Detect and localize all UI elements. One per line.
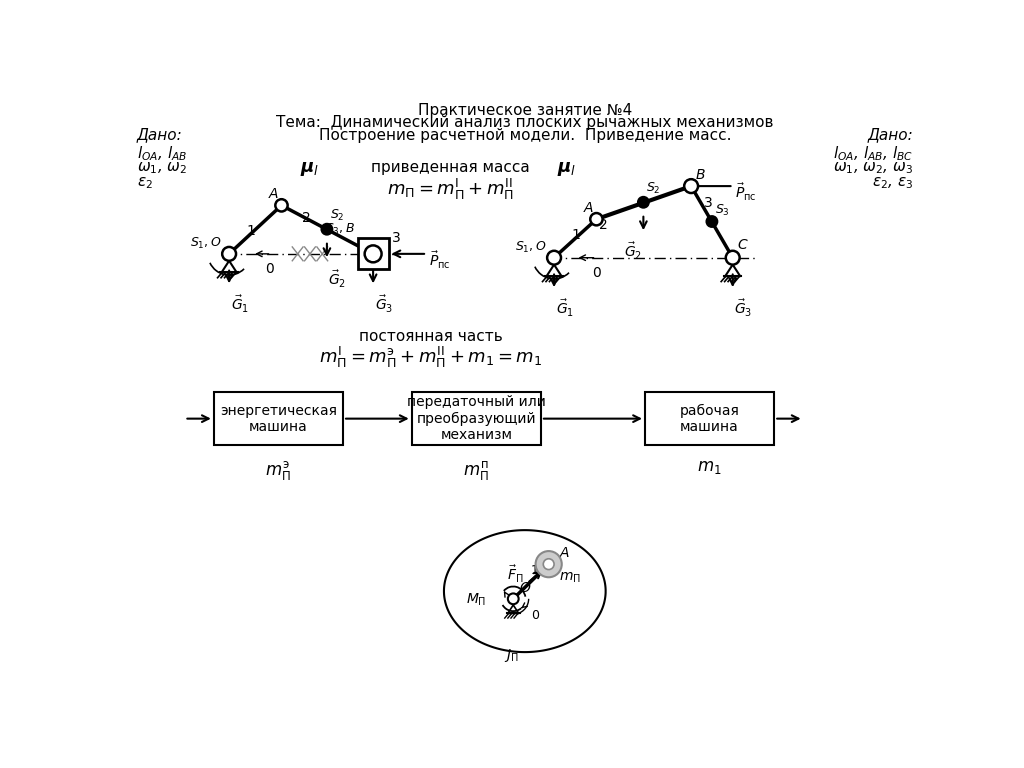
Circle shape (590, 213, 602, 225)
Circle shape (508, 594, 518, 604)
Circle shape (222, 247, 237, 261)
Circle shape (275, 199, 288, 211)
Text: $\vec{G}_1$: $\vec{G}_1$ (230, 294, 249, 315)
Circle shape (726, 251, 739, 265)
Text: 2: 2 (599, 218, 607, 233)
Text: 0: 0 (592, 266, 601, 280)
Text: $\vec{G}_3$: $\vec{G}_3$ (375, 294, 393, 315)
Text: $m_\Pi = m_\Pi^\mathrm{I} + m_\Pi^\mathrm{II}$: $m_\Pi = m_\Pi^\mathrm{I} + m_\Pi^\mathr… (387, 177, 514, 202)
Text: Построение расчетной модели.  Приведение масс.: Построение расчетной модели. Приведение … (318, 127, 731, 143)
Bar (645, 392, 774, 445)
Bar (357, 238, 388, 270)
Text: $l_{OA}$, $l_{AB}$, $l_{BC}$: $l_{OA}$, $l_{AB}$, $l_{BC}$ (833, 144, 912, 164)
Circle shape (322, 223, 333, 234)
Text: $S_1,O$: $S_1,O$ (189, 236, 221, 251)
Text: $\vec{P}_{\text{пс}}$: $\vec{P}_{\text{пс}}$ (735, 182, 757, 204)
Text: 0: 0 (265, 262, 273, 276)
Text: $S_2$: $S_2$ (646, 181, 660, 196)
Text: $m_\Pi^\mathrm{I} = m_\Pi^\mathrm{э} + m_\Pi^\mathrm{II} + m_1 = m_1$: $m_\Pi^\mathrm{I} = m_\Pi^\mathrm{э} + m… (319, 345, 543, 370)
Text: $l_{OA}$, $l_{AB}$: $l_{OA}$, $l_{AB}$ (137, 144, 187, 164)
Text: $\varepsilon_2$: $\varepsilon_2$ (137, 175, 153, 191)
Text: $\varepsilon_2$, $\varepsilon_3$: $\varepsilon_2$, $\varepsilon_3$ (871, 175, 912, 191)
Text: $S_2$: $S_2$ (330, 208, 344, 223)
Text: 1: 1 (571, 227, 580, 242)
Text: $\vec{P}_{\text{пс}}$: $\vec{P}_{\text{пс}}$ (429, 250, 451, 271)
Text: $A$: $A$ (559, 546, 570, 561)
Circle shape (707, 216, 717, 227)
Circle shape (365, 246, 382, 263)
Text: 3: 3 (392, 231, 400, 246)
Text: постоянная часть: постоянная часть (359, 329, 503, 344)
Text: $J_\Pi$: $J_\Pi$ (504, 647, 518, 664)
Text: 2: 2 (302, 211, 310, 226)
Text: $m_1$: $m_1$ (697, 458, 722, 475)
Text: 1: 1 (246, 223, 255, 238)
Text: 1: 1 (531, 564, 539, 578)
Text: $S_1,O$: $S_1,O$ (515, 240, 547, 255)
Text: $m_\Pi^\mathrm{п}$: $m_\Pi^\mathrm{п}$ (464, 458, 489, 482)
Text: энергетическая
машина: энергетическая машина (220, 403, 337, 434)
Text: Практическое занятие №4: Практическое занятие №4 (418, 103, 632, 118)
Text: передаточный или
преобразующий
механизм: передаточный или преобразующий механизм (407, 396, 546, 442)
Text: $\omega_1$, $\omega_2$, $\omega_3$: $\omega_1$, $\omega_2$, $\omega_3$ (833, 160, 912, 176)
Text: $A$: $A$ (583, 201, 594, 215)
Text: $O$: $O$ (518, 581, 531, 595)
Text: 0: 0 (530, 609, 539, 622)
Circle shape (544, 559, 554, 570)
Text: $A$: $A$ (268, 187, 280, 201)
Circle shape (547, 251, 561, 265)
Text: $S_3$: $S_3$ (715, 203, 730, 217)
Text: $B$: $B$ (695, 168, 706, 182)
Text: $\boldsymbol{\mu}_l$: $\boldsymbol{\mu}_l$ (300, 160, 318, 178)
Circle shape (684, 179, 698, 193)
Text: 3: 3 (703, 196, 713, 210)
Bar (412, 392, 541, 445)
Text: Тема:  Динамический анализ плоских рычажных механизмов: Тема: Динамический анализ плоских рычажн… (276, 115, 773, 131)
Text: $\vec{G}_1$: $\vec{G}_1$ (556, 298, 573, 319)
Text: $\omega_1$, $\omega_2$: $\omega_1$, $\omega_2$ (137, 160, 186, 176)
Text: $\boldsymbol{\mu}_l$: $\boldsymbol{\mu}_l$ (557, 160, 577, 178)
PathPatch shape (444, 530, 605, 652)
Circle shape (536, 551, 562, 578)
Text: $\vec{F}_\Pi$: $\vec{F}_\Pi$ (507, 564, 523, 585)
Circle shape (638, 197, 649, 207)
Text: $M_\Pi$: $M_\Pi$ (466, 591, 486, 607)
Bar (214, 392, 343, 445)
Text: $m_\Pi$: $m_\Pi$ (559, 571, 582, 584)
Text: $C$: $C$ (736, 237, 749, 252)
Text: $m_\Pi^\mathrm{э}$: $m_\Pi^\mathrm{э}$ (265, 458, 291, 482)
Text: $S_3, B$: $S_3, B$ (325, 222, 354, 237)
Text: Дано:: Дано: (867, 127, 912, 143)
Text: рабочая
машина: рабочая машина (680, 403, 739, 434)
Text: $\vec{G}_3$: $\vec{G}_3$ (734, 298, 753, 319)
Text: $\vec{G}_2$: $\vec{G}_2$ (329, 270, 346, 290)
Text: приведенная масса: приведенная масса (371, 160, 529, 175)
Text: Дано:: Дано: (137, 127, 182, 143)
Text: $\vec{G}_2$: $\vec{G}_2$ (624, 241, 642, 262)
